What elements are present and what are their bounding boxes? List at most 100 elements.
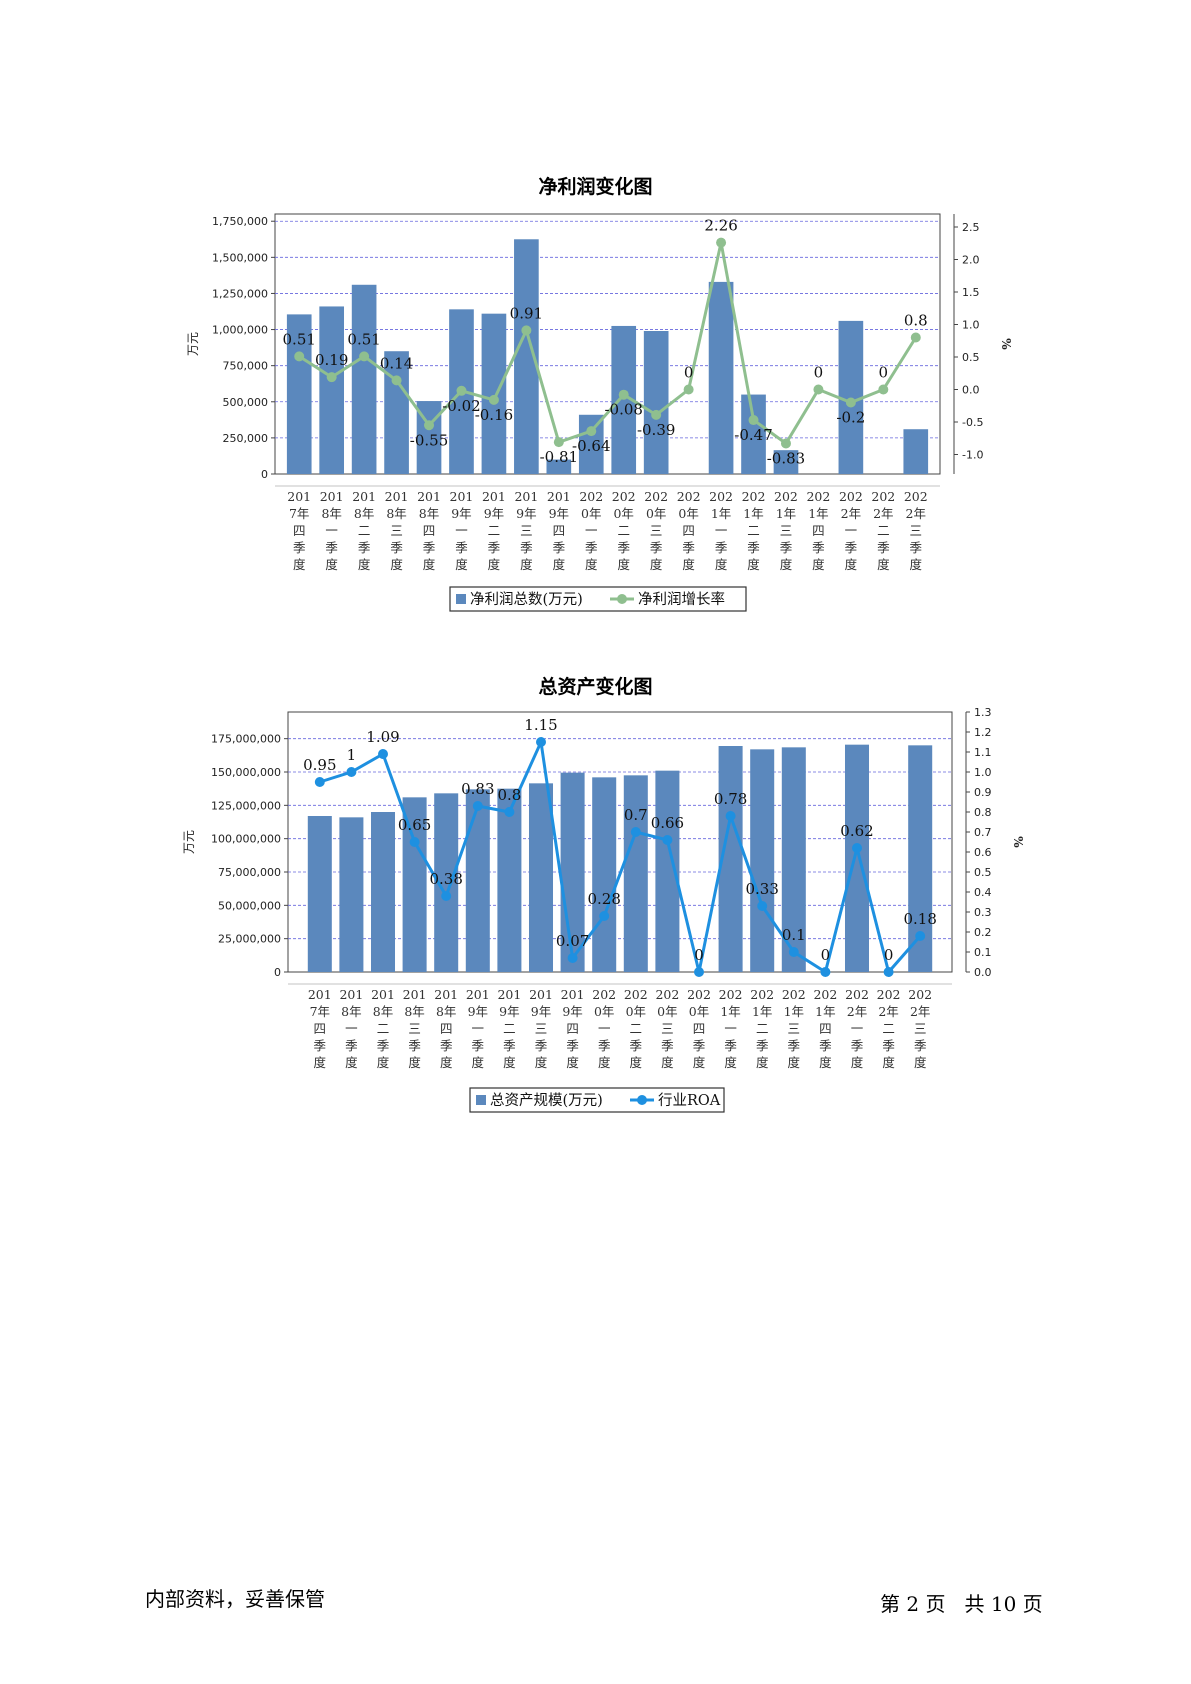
bar — [750, 749, 775, 972]
y-right-tick-label: -1.0 — [962, 449, 983, 462]
data-label: 2.26 — [704, 217, 737, 235]
line-point — [883, 967, 894, 977]
y-left-tick-label: 175,000,000 — [211, 733, 281, 746]
data-label: 0 — [694, 946, 704, 964]
line-point — [845, 397, 856, 408]
line-point — [488, 394, 499, 405]
line-point — [757, 901, 768, 911]
data-label: 1.15 — [524, 716, 557, 734]
data-label: 0.18 — [903, 910, 936, 928]
y-left-tick-label: 150,000,000 — [211, 766, 281, 779]
line-point — [599, 911, 610, 921]
bar — [481, 313, 507, 474]
line-point — [586, 426, 597, 437]
data-label: 0 — [879, 364, 889, 382]
line-point — [748, 415, 759, 426]
x-tick-label: 202 0年一季度 — [579, 489, 603, 572]
y-left-tick-label: 1,500,000 — [212, 251, 268, 264]
x-tick-label: 202 0年三季度 — [644, 489, 668, 572]
y-left-tick-label: 0 — [261, 468, 268, 481]
line-point — [346, 767, 357, 777]
line-series — [298, 242, 918, 446]
x-tick-label: 202 1年四季度 — [806, 489, 830, 572]
line-point — [878, 384, 889, 395]
line-point — [391, 375, 402, 386]
data-label: 0 — [814, 364, 824, 382]
x-tick-label: 202 0年三季度 — [655, 987, 679, 1070]
line-point — [553, 437, 564, 448]
x-tick-label: 201 9年二季度 — [497, 987, 521, 1070]
y-left-tick-label: 100,000,000 — [211, 833, 281, 846]
bar — [708, 281, 734, 474]
y-right-tick-label: 1.1 — [974, 746, 992, 759]
data-label: 0.28 — [587, 890, 620, 908]
line-point — [409, 837, 420, 847]
legend-line-marker — [637, 1095, 647, 1105]
data-label: 0.8 — [904, 312, 928, 330]
line-point — [567, 953, 578, 963]
data-label: -0.2 — [836, 409, 865, 427]
bar — [319, 306, 345, 474]
line-point — [472, 801, 483, 811]
x-tick-label: 202 1年二季度 — [742, 489, 766, 572]
x-tick-label: 202 0年二季度 — [612, 489, 636, 572]
line-point — [441, 891, 452, 901]
data-label: 0 — [684, 364, 694, 382]
y-left-tick-label: 250,000 — [223, 432, 269, 445]
data-label: 0.38 — [429, 870, 462, 888]
legend-line-label: 净利润增长率 — [638, 591, 725, 608]
bar — [903, 429, 929, 474]
legend-box — [449, 586, 747, 612]
legend-bar-swatch — [456, 594, 466, 604]
bar — [465, 789, 490, 972]
data-label: 1 — [347, 746, 357, 764]
line-point — [359, 351, 370, 362]
line-point — [910, 332, 921, 343]
data-label: -0.16 — [475, 406, 513, 424]
bar — [560, 772, 585, 972]
x-tick-label: 201 8年三季度 — [385, 489, 409, 572]
y-left-tick-label: 1,000,000 — [212, 324, 268, 337]
x-tick-label: 201 8年四季度 — [434, 987, 458, 1070]
line-point — [915, 931, 926, 941]
y-right-tick-label: -0.5 — [962, 416, 983, 429]
data-label: 0.14 — [380, 354, 413, 372]
legend-line-marker — [617, 594, 627, 604]
x-tick-label: 202 0年一季度 — [592, 987, 616, 1070]
line-point — [683, 384, 694, 395]
x-tick-label: 202 0年四季度 — [677, 489, 701, 572]
line-point — [662, 835, 673, 845]
x-tick-label: 201 7年四季度 — [308, 987, 332, 1070]
y-right-tick-label: 1.3 — [974, 706, 992, 719]
line-point — [378, 749, 388, 759]
y-left-axis-title: 万元 — [186, 332, 200, 356]
data-label: 0.62 — [840, 822, 873, 840]
data-label: 0.8 — [497, 786, 521, 804]
data-label: 0.33 — [745, 880, 778, 898]
bar — [286, 314, 312, 474]
x-tick-label: 202 2年一季度 — [845, 987, 869, 1070]
x-tick-label: 202 2年一季度 — [839, 489, 863, 572]
y-right-tick-label: 1.0 — [974, 766, 992, 779]
line-point — [694, 967, 704, 977]
x-tick-label: 201 9年四季度 — [561, 987, 585, 1070]
line-point — [788, 947, 799, 957]
y-right-tick-label: 0.7 — [974, 826, 992, 839]
x-tick-label: 201 8年三季度 — [403, 987, 427, 1070]
y-left-tick-label: 50,000,000 — [218, 899, 281, 912]
bar — [838, 320, 864, 474]
legend-bar-swatch — [476, 1095, 486, 1105]
x-tick-label: 202 1年二季度 — [750, 987, 774, 1070]
data-label: 0.19 — [315, 351, 348, 369]
chart1-title: 净利润变化图 — [538, 176, 653, 198]
footer-page-number: 第 2 页 共 10 页 — [880, 1592, 1043, 1616]
x-tick-label: 202 2年二季度 — [871, 489, 895, 572]
data-label: 0.95 — [303, 756, 336, 774]
y-right-tick-label: 0.0 — [974, 966, 992, 979]
bar — [370, 812, 396, 972]
data-label: -0.81 — [540, 448, 578, 466]
y-right-tick-label: 0.5 — [974, 866, 992, 879]
x-tick-label: 201 8年四季度 — [417, 489, 441, 572]
y-right-tick-label: 1.2 — [974, 726, 992, 739]
y-right-tick-label: 0.0 — [962, 384, 980, 397]
